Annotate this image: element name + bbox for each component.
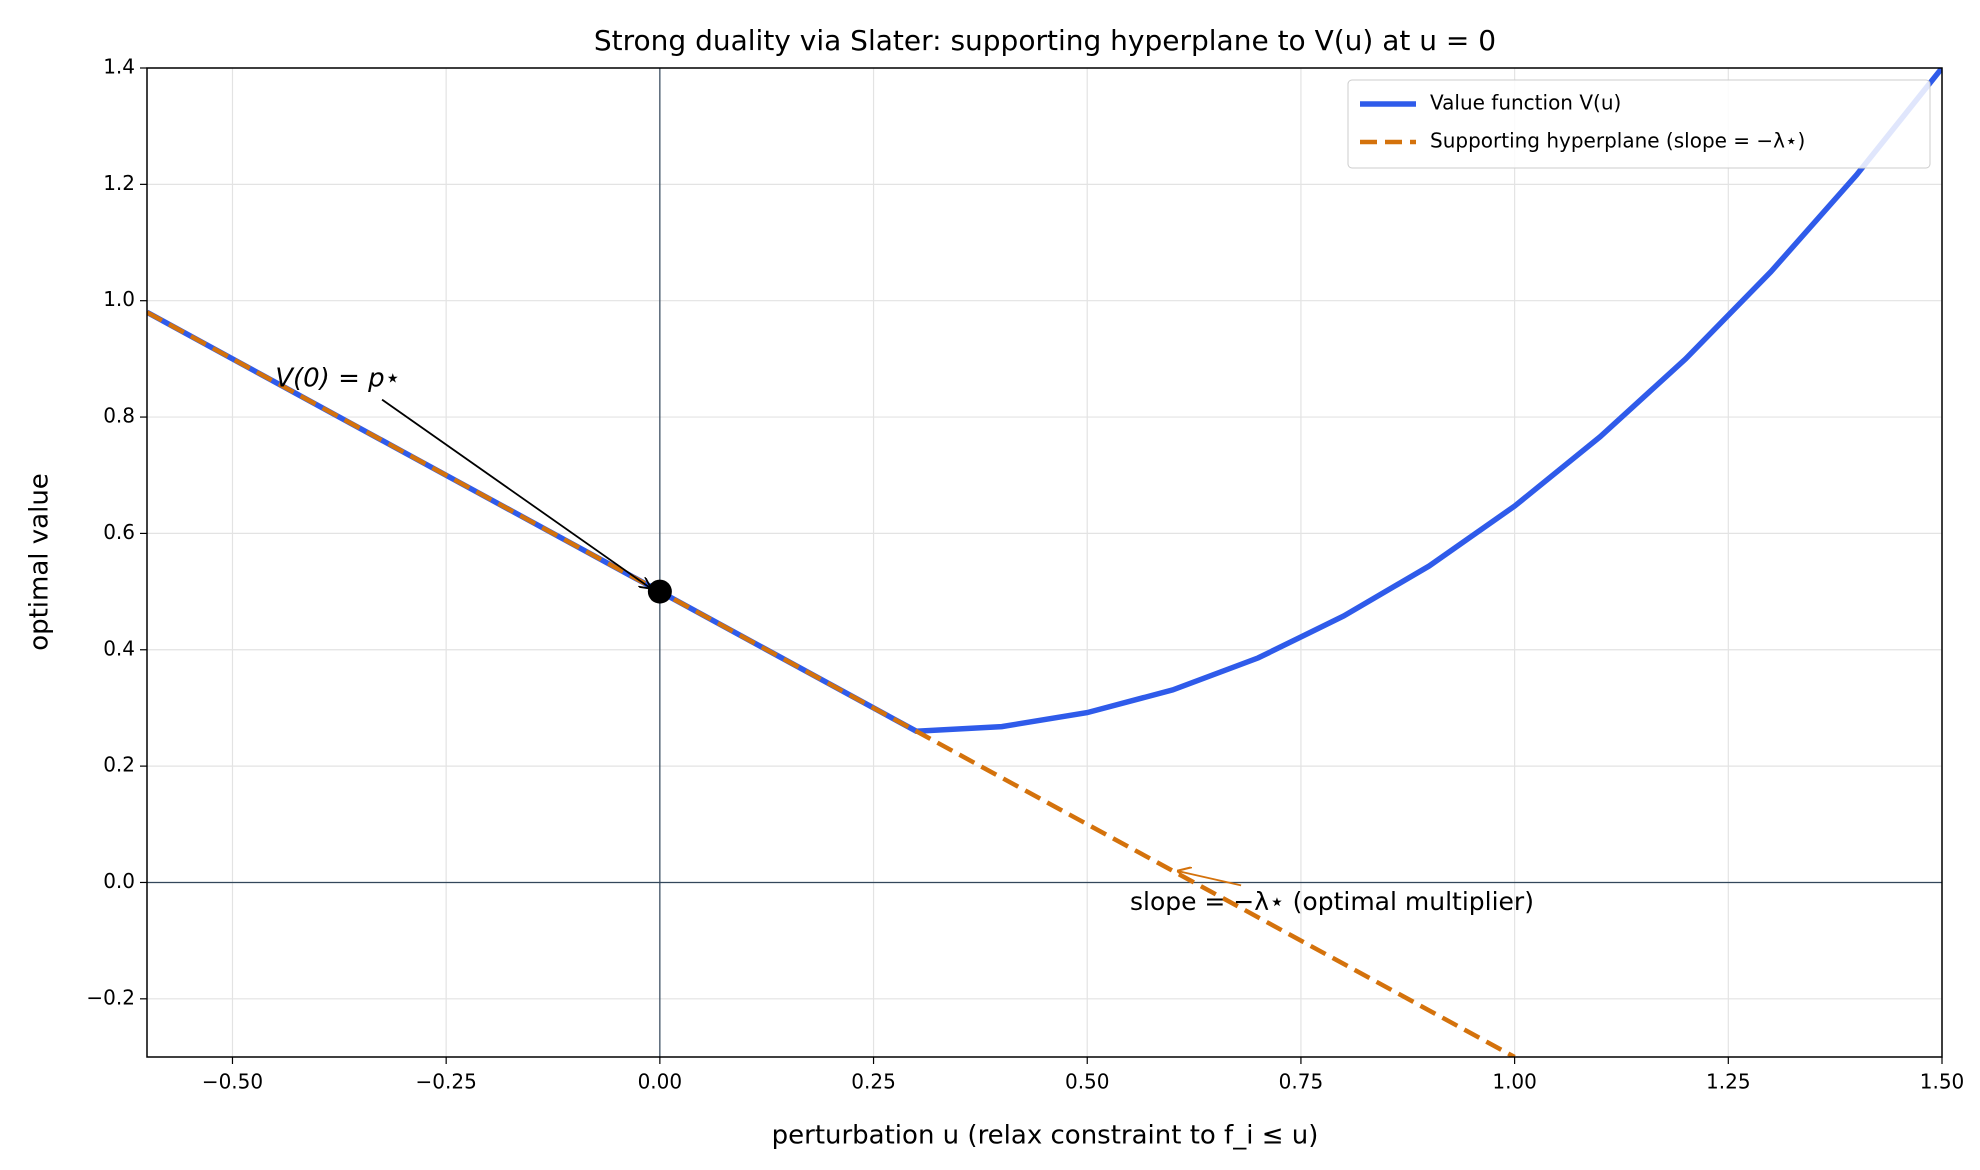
x-tick-label: 0.50	[1065, 1070, 1110, 1094]
x-tick-label: −0.25	[416, 1070, 477, 1094]
annotation: V(0) = p⋆	[275, 364, 401, 394]
x-tick-label: 1.25	[1706, 1070, 1751, 1094]
x-tick-label: −0.50	[202, 1070, 263, 1094]
x-axis-label: perturbation u (relax constraint to f_i …	[772, 1121, 1319, 1151]
x-tick-label: 0.25	[851, 1070, 896, 1094]
legend-box	[1347, 79, 1931, 169]
y-tick-label: 0.8	[103, 404, 135, 428]
x-tick-label: 0.00	[638, 1070, 683, 1094]
x-tick-label: 1.50	[1920, 1070, 1965, 1094]
y-tick-label: 1.0	[103, 287, 135, 311]
annotation-arrow	[381, 398, 651, 589]
legend-label: Supporting hyperplane (slope = −λ⋆)	[1430, 129, 1805, 153]
y-tick-label: 0.2	[103, 753, 135, 777]
y-tick-label: 1.4	[103, 55, 135, 79]
chart-title: Strong duality via Slater: supporting hy…	[594, 24, 1496, 57]
y-tick-label: 0.4	[103, 636, 135, 660]
y-tick-label: −0.2	[86, 985, 135, 1009]
annotation-arrow	[1177, 871, 1242, 887]
plot-frame	[146, 67, 1943, 1058]
annotation: slope = −λ⋆ (optimal multiplier)	[1130, 887, 1534, 916]
y-tick-label: 1.2	[103, 171, 135, 195]
legend-label: Value function V(u)	[1430, 91, 1621, 115]
series-line	[147, 310, 1516, 1057]
y-tick-label: 0.6	[103, 520, 135, 544]
x-tick-label: 1.00	[1492, 1070, 1537, 1094]
y-tick-label: 0.0	[103, 869, 135, 893]
optimum-point	[647, 579, 672, 604]
y-axis-label: optimal value	[25, 473, 55, 651]
x-tick-label: 0.75	[1279, 1070, 1324, 1094]
